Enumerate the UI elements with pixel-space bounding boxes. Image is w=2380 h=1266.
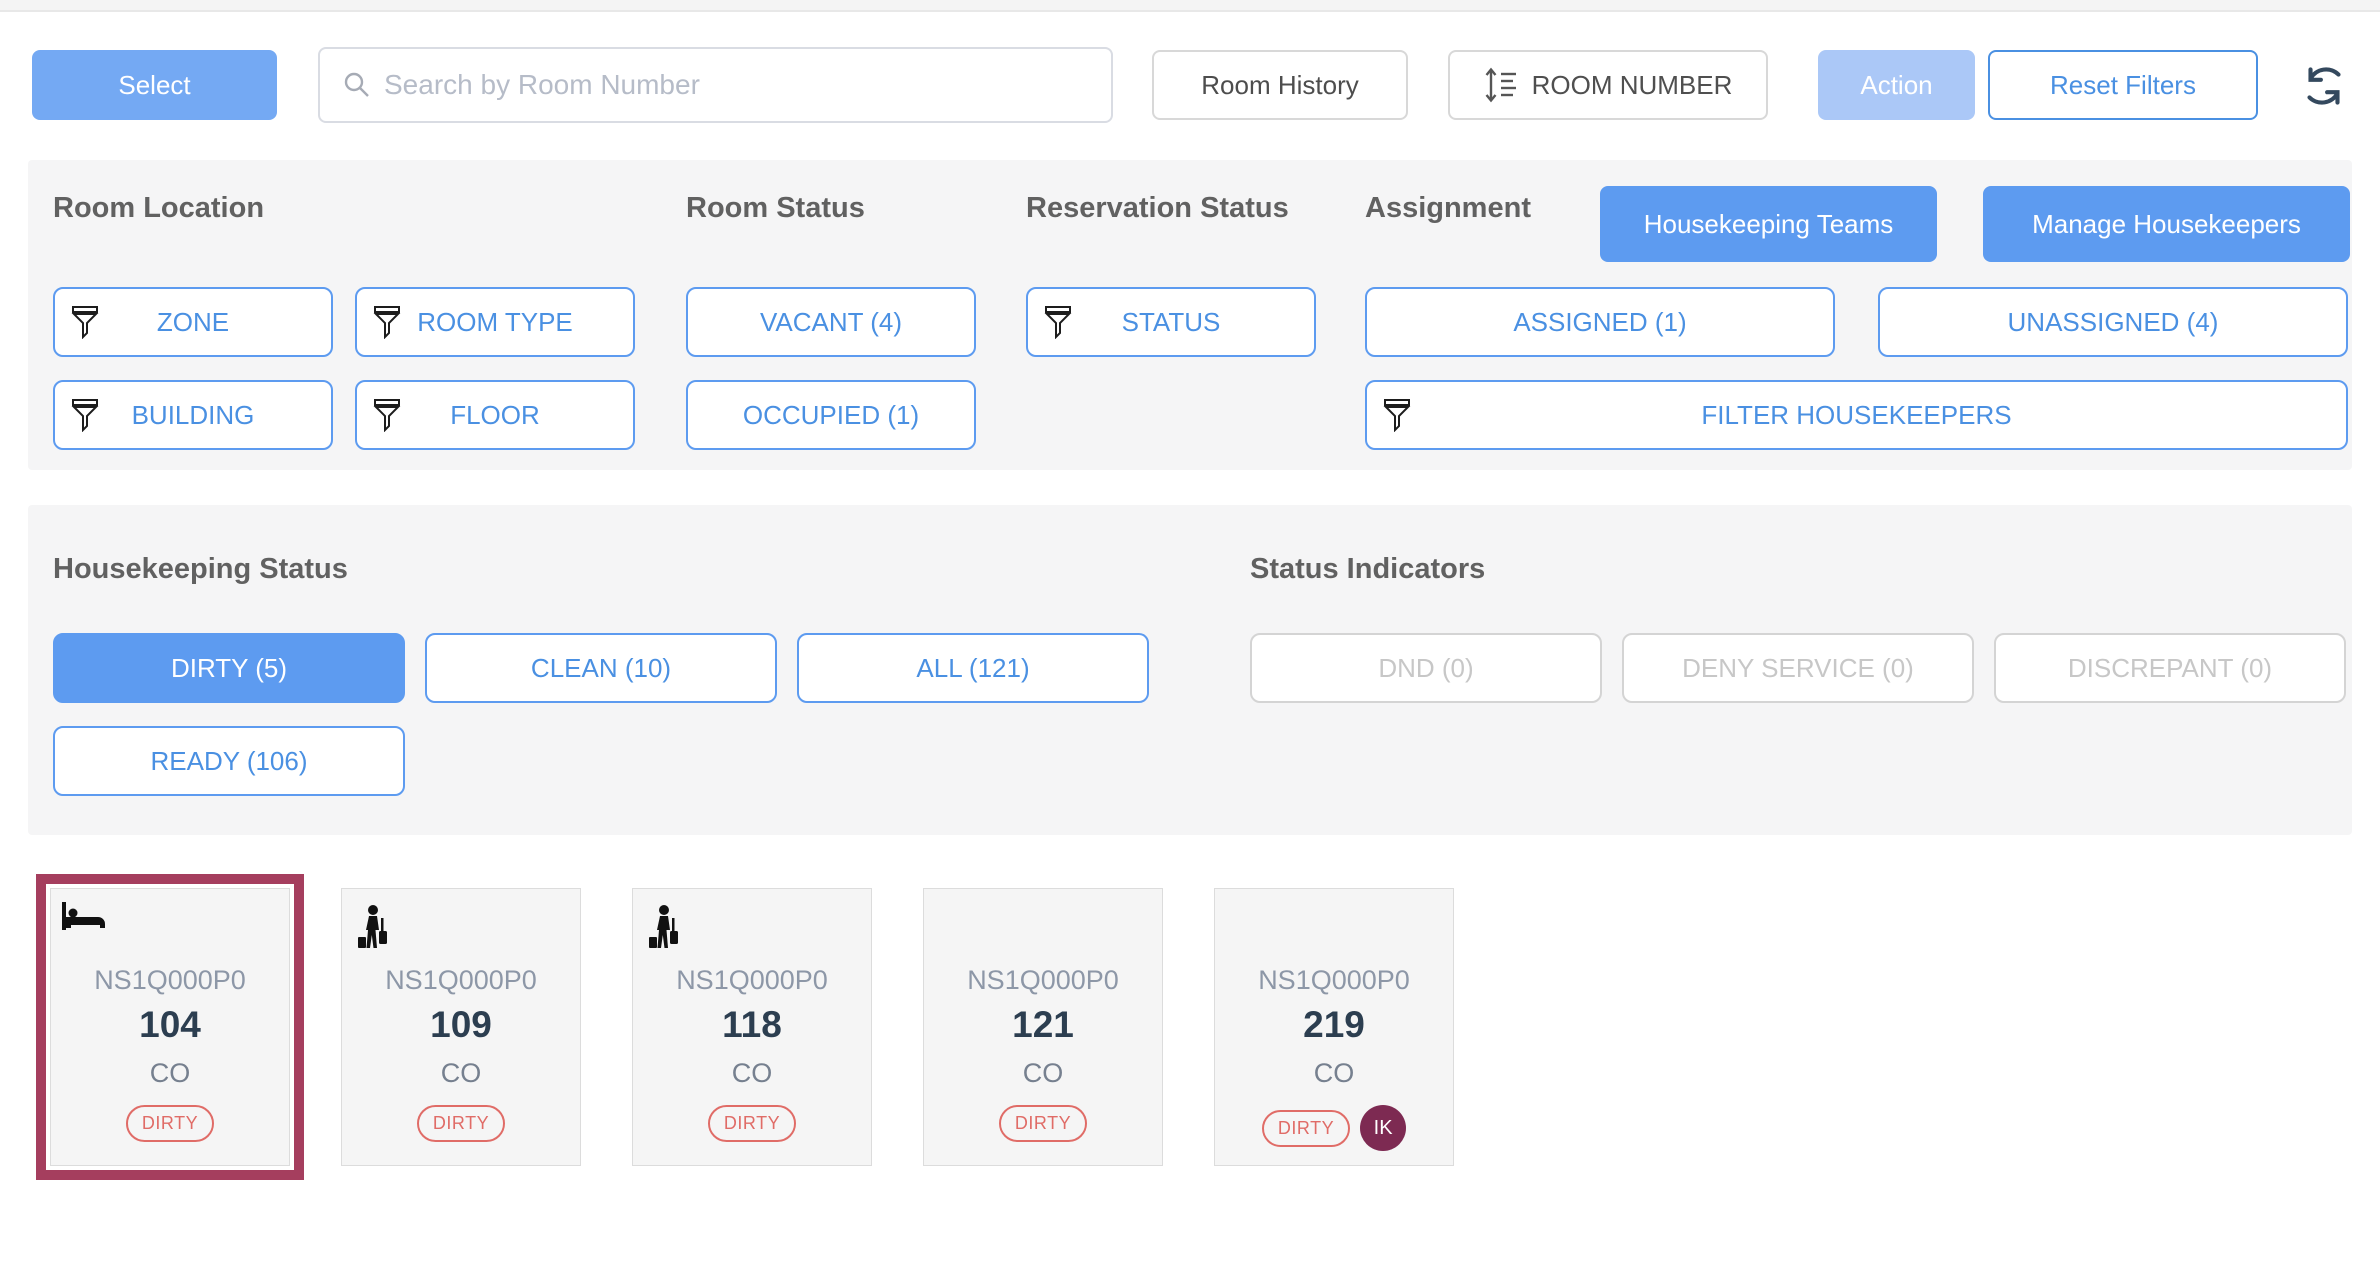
sort-icon (1485, 67, 1516, 103)
zone-filter-label: ZONE (156, 306, 230, 337)
reset-filters-button[interactable]: Reset Filters (1988, 50, 2258, 120)
occupied-filter-button[interactable]: OCCUPIED (1) (686, 380, 976, 450)
room-type-code: NS1Q000P0 (676, 965, 828, 995)
room-card[interactable]: NS1Q000P0 219 CO DIRTY IK (1214, 888, 1454, 1166)
dirty-badge: DIRTY (1261, 1109, 1351, 1147)
building-filter-label: BUILDING (131, 399, 255, 430)
room-type-filter-button[interactable]: ROOM TYPE (355, 287, 635, 357)
funnel-icon (373, 398, 401, 432)
assignment-title: Assignment (1365, 192, 1531, 224)
reservation-status: CO (1022, 1058, 1064, 1088)
room-type-filter-label: ROOM TYPE (417, 306, 573, 337)
reservation-status-filter-button[interactable]: STATUS (1026, 287, 1316, 357)
funnel-icon (1383, 398, 1411, 432)
filter-housekeepers-label: FILTER HOUSEKEEPERS (1701, 399, 2012, 430)
ready-filter-button[interactable]: READY (106) (53, 726, 405, 796)
sort-label: ROOM NUMBER (1531, 69, 1733, 100)
room-number: 104 (139, 1004, 201, 1045)
funnel-icon (1044, 305, 1072, 339)
reservation-status-title: Reservation Status (1026, 192, 1289, 224)
room-number: 109 (430, 1004, 492, 1045)
dirty-badge: DIRTY (707, 1105, 797, 1142)
reservation-status: CO (149, 1058, 191, 1088)
room-number: 118 (722, 1004, 782, 1045)
room-type-code: NS1Q000P0 (94, 965, 246, 995)
funnel-icon (373, 305, 401, 339)
room-card[interactable]: NS1Q000P0 104 CO DIRTY (50, 888, 290, 1166)
dirty-badge: DIRTY (125, 1105, 215, 1142)
reservation-status: CO (731, 1058, 773, 1088)
funnel-icon (71, 305, 99, 339)
status-indicators-title: Status Indicators (1250, 553, 1486, 585)
assigned-filter-button[interactable]: ASSIGNED (1) (1365, 287, 1835, 357)
status-panel: Housekeeping Status Status Indicators DI… (28, 505, 2352, 835)
room-card[interactable]: NS1Q000P0 118 CO DIRTY (632, 888, 872, 1166)
selected-room-outline[interactable]: NS1Q000P0 104 CO DIRTY (36, 874, 304, 1180)
room-type-code: NS1Q000P0 (1258, 965, 1410, 995)
room-search[interactable] (318, 47, 1113, 123)
dnd-indicator-button[interactable]: DND (0) (1250, 633, 1602, 703)
room-type-code: NS1Q000P0 (967, 965, 1119, 995)
reservation-status: CO (1313, 1058, 1355, 1088)
all-filter-button[interactable]: ALL (121) (797, 633, 1149, 703)
dirty-badge: DIRTY (998, 1105, 1088, 1142)
building-filter-button[interactable]: BUILDING (53, 380, 333, 450)
housekeeping-teams-button[interactable]: Housekeeping Teams (1600, 186, 1937, 262)
search-input[interactable] (372, 49, 1111, 121)
sort-dropdown[interactable]: ROOM NUMBER (1448, 50, 1768, 120)
manage-housekeepers-button[interactable]: Manage Housekeepers (1983, 186, 2350, 262)
bed-icon (62, 900, 106, 937)
reservation-status-filter-label: STATUS (1121, 306, 1221, 337)
room-status-title: Room Status (686, 192, 865, 224)
room-type-code: NS1Q000P0 (385, 965, 537, 995)
dirty-badge: DIRTY (416, 1105, 506, 1142)
room-location-title: Room Location (53, 192, 265, 224)
room-history-button[interactable]: Room History (1152, 50, 1408, 120)
floor-filter-label: FLOOR (450, 399, 540, 430)
deny-service-indicator-button[interactable]: DENY SERVICE (0) (1622, 633, 1974, 703)
filters-panel: Room Location Room Status Reservation St… (28, 160, 2352, 470)
housekeeping-status-title: Housekeeping Status (53, 553, 348, 585)
reservation-status: CO (440, 1058, 482, 1088)
housekeeper-badge[interactable]: IK (1360, 1105, 1407, 1151)
discrepant-indicator-button[interactable]: DISCREPANT (0) (1994, 633, 2346, 703)
floor-filter-button[interactable]: FLOOR (355, 380, 635, 450)
room-card[interactable]: NS1Q000P0 109 CO DIRTY (341, 888, 581, 1166)
zone-filter-button[interactable]: ZONE (53, 287, 333, 357)
action-button[interactable]: Action (1818, 50, 1975, 120)
room-number: 121 (1012, 1004, 1074, 1045)
top-divider (0, 0, 2380, 12)
unassigned-filter-button[interactable]: UNASSIGNED (4) (1878, 287, 2348, 357)
refresh-icon[interactable] (2296, 58, 2352, 114)
filter-housekeepers-button[interactable]: FILTER HOUSEKEEPERS (1365, 380, 2348, 450)
vacant-filter-button[interactable]: VACANT (4) (686, 287, 976, 357)
funnel-icon (71, 398, 99, 432)
search-icon (344, 72, 369, 97)
room-card[interactable]: NS1Q000P0 121 CO DIRTY (923, 888, 1163, 1166)
room-number: 219 (1303, 1004, 1365, 1045)
clean-filter-button[interactable]: CLEAN (10) (425, 633, 777, 703)
departing-guest-icon (358, 905, 390, 956)
departing-guest-icon (649, 905, 681, 956)
select-button[interactable]: Select (32, 50, 277, 120)
dirty-filter-button[interactable]: DIRTY (5) (53, 633, 405, 703)
